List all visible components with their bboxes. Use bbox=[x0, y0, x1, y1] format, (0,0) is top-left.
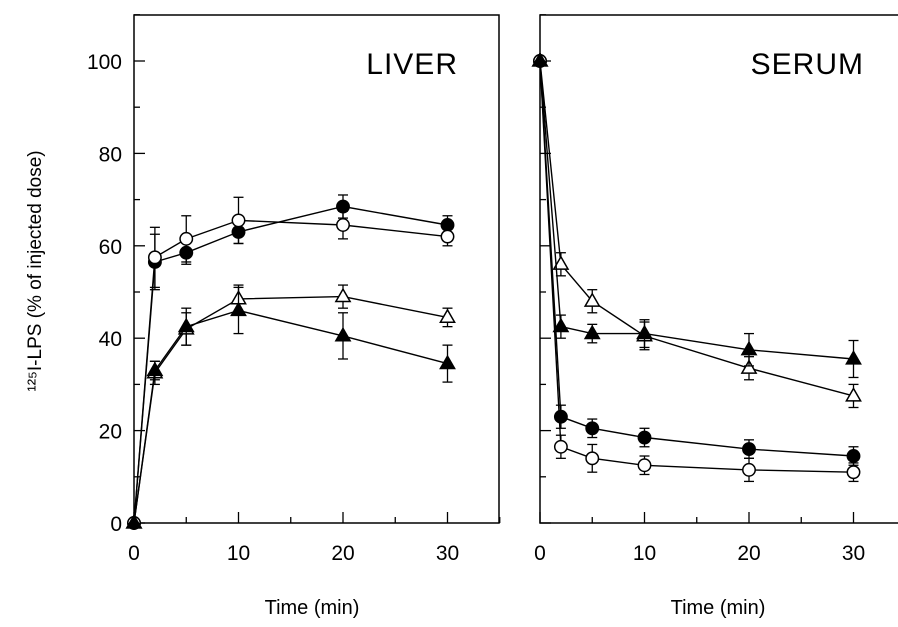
data-point-triangle-filled-serum bbox=[583, 324, 601, 340]
data-point-triangle-open-serum bbox=[583, 292, 601, 307]
data-point-circle-open-liver bbox=[179, 231, 194, 246]
x-tick-label-liver: 0 bbox=[128, 542, 140, 565]
panel-liver: 0 20 40 60 80 100 0 10 20 30 LIVER Time (min) ¹²⁵… bbox=[25, 14, 501, 619]
data-point-triangle-filled-liver bbox=[125, 513, 143, 529]
x-tick-label-serum: 10 bbox=[633, 542, 656, 565]
x-axis-label-liver: Time (min) bbox=[265, 597, 360, 619]
x-tick-label-liver: 20 bbox=[331, 542, 354, 565]
data-point-circle-filled-serum bbox=[585, 421, 600, 436]
x-tick-label-serum: 30 bbox=[842, 542, 865, 565]
y-tick-label-liver: 40 bbox=[99, 328, 122, 351]
data-point-triangle-filled-liver bbox=[146, 361, 164, 377]
plot-frame-liver bbox=[133, 14, 500, 524]
data-point-circle-open-serum bbox=[637, 458, 652, 473]
data-point-circle-open-serum bbox=[742, 462, 756, 477]
data-point-circle-open-serum bbox=[846, 465, 861, 480]
data-point-triangle-filled-liver bbox=[230, 301, 247, 317]
data-point-triangle-filled-serum bbox=[740, 340, 758, 356]
x-tick-label-serum: 0 bbox=[534, 542, 546, 565]
data-point-circle-open-serum bbox=[585, 451, 600, 466]
data-point-circle-open-serum bbox=[553, 439, 568, 454]
data-point-circle-filled-serum bbox=[846, 449, 861, 463]
data-point-circle-filled-serum bbox=[553, 409, 568, 424]
data-point-circle-open-liver bbox=[440, 229, 455, 244]
x-axis-label-serum: Time (min) bbox=[671, 597, 766, 619]
x-tick-label-serum: 20 bbox=[737, 542, 760, 565]
data-point-circle-open-liver bbox=[147, 250, 162, 265]
y-tick-label-liver: 20 bbox=[99, 421, 122, 444]
data-point-circle-open-liver bbox=[231, 213, 246, 228]
series-line-circle-filled-serum bbox=[539, 60, 854, 457]
data-point-triangle-open-liver bbox=[334, 287, 352, 303]
y-tick-label-liver: 60 bbox=[99, 236, 122, 259]
y-axis-label: ¹²⁵I-LPS (% of injected dose) bbox=[25, 150, 46, 391]
panel-serum: 0 10 20 30 SERUM Time (min) bbox=[531, 14, 898, 619]
x-tick-label-liver: 10 bbox=[227, 542, 250, 565]
series-line-triangle-filled-liver bbox=[133, 309, 448, 524]
panel-title-liver: LIVER bbox=[366, 48, 458, 81]
y-tick-label-liver: 80 bbox=[99, 143, 122, 166]
series-group-liver bbox=[125, 194, 456, 530]
data-point-triangle-open-serum bbox=[552, 255, 570, 270]
series-line-triangle-filled-serum bbox=[539, 60, 854, 360]
series-line-triangle-open-serum bbox=[539, 60, 854, 397]
y-ticks-serum: 0 10 20 30 bbox=[534, 14, 865, 565]
data-point-circle-filled-serum bbox=[742, 442, 756, 457]
plot-frame-serum bbox=[539, 14, 898, 524]
data-point-triangle-filled-liver bbox=[439, 354, 456, 370]
panel-title-serum: SERUM bbox=[751, 48, 864, 81]
y-tick-label-liver: 0 bbox=[110, 513, 122, 536]
x-tick-label-liver: 30 bbox=[436, 542, 459, 565]
data-point-triangle-filled-liver bbox=[334, 326, 352, 342]
data-point-triangle-open-serum bbox=[740, 359, 758, 374]
data-point-triangle-filled-liver bbox=[177, 317, 195, 333]
series-line-circle-open-liver bbox=[133, 219, 448, 524]
data-point-circle-open-liver bbox=[336, 218, 350, 232]
y-tick-label-liver: 100 bbox=[87, 51, 122, 74]
series-line-circle-open-serum bbox=[539, 60, 854, 473]
data-point-triangle-filled-serum bbox=[636, 324, 653, 340]
data-point-triangle-open-serum bbox=[845, 386, 862, 402]
data-point-triangle-filled-serum bbox=[552, 317, 570, 333]
data-point-triangle-filled-serum bbox=[845, 349, 862, 365]
series-group-serum bbox=[531, 51, 862, 483]
data-point-triangle-filled-serum bbox=[531, 51, 549, 67]
data-point-circle-filled-serum bbox=[637, 430, 652, 445]
y-ticks-liver: 0 20 40 60 80 100 0 10 20 30 bbox=[87, 14, 501, 565]
data-point-triangle-open-liver bbox=[439, 308, 456, 324]
